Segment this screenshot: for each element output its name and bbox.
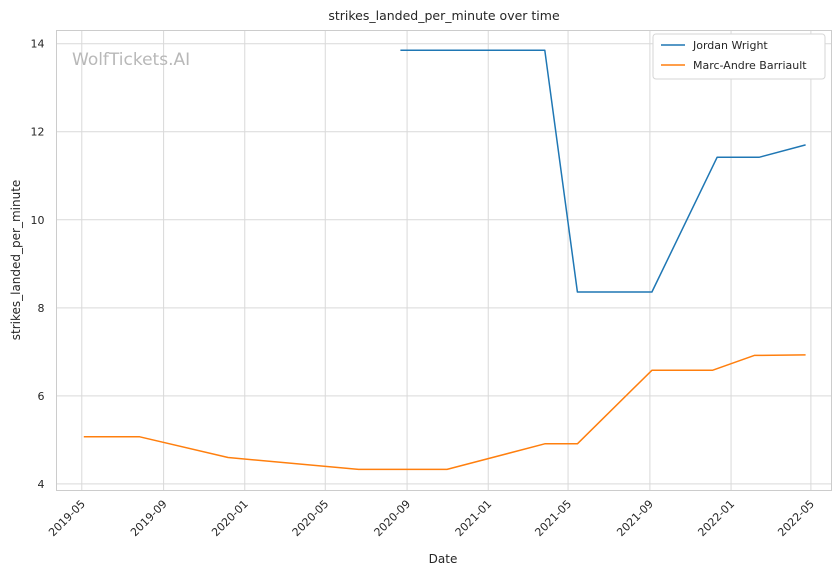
y-tick-label-4: 4 xyxy=(38,478,45,491)
y-tick-label-6: 6 xyxy=(38,390,45,403)
y-tick-label-8: 8 xyxy=(38,302,45,315)
y-tick-labels: 4 6 8 10 12 14 xyxy=(31,38,45,491)
grid-lines xyxy=(56,30,832,491)
watermark: WolfTickets.AI xyxy=(72,50,190,70)
plot-area-frame xyxy=(56,30,832,491)
series-line-jordan-wright xyxy=(400,49,806,293)
legend-label-marc-andre-barriault: Marc-Andre Barriault xyxy=(693,59,807,72)
y-axis-label: strikes_landed_per_minute xyxy=(9,180,23,341)
series-line-marc-andre-barriault xyxy=(83,354,806,471)
chart-title: strikes_landed_per_minute over time xyxy=(328,8,560,23)
legend: Jordan Wright Marc-Andre Barriault xyxy=(652,33,826,80)
legend-box xyxy=(652,33,826,80)
legend-label-jordan-wright: Jordan Wright xyxy=(692,39,768,52)
y-tick-label-12: 12 xyxy=(31,126,45,139)
y-tick-label-14: 14 xyxy=(31,38,45,51)
x-axis-label: Date xyxy=(429,552,458,566)
series-lines xyxy=(83,49,806,471)
y-tick-label-10: 10 xyxy=(31,214,45,227)
